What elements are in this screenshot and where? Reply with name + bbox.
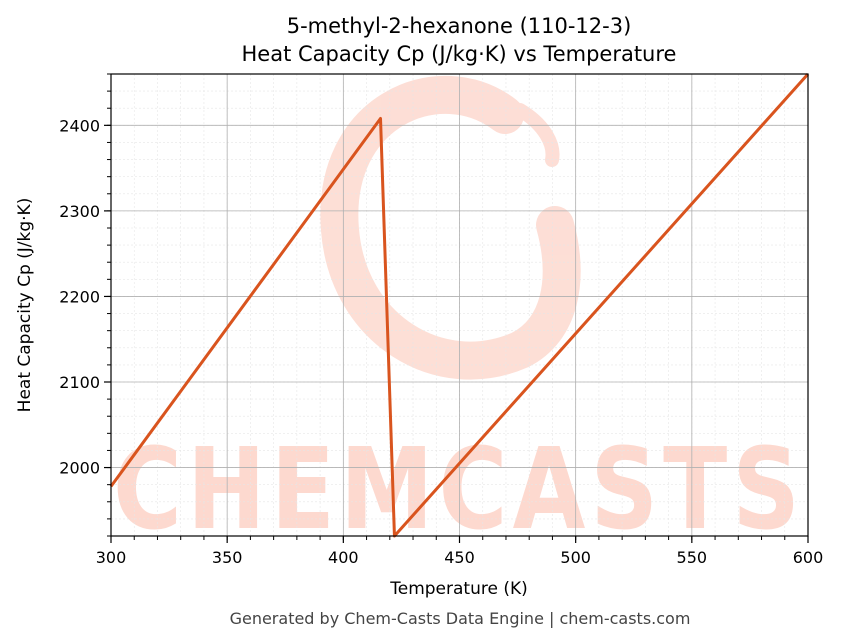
- watermark: CHEMCASTS: [113, 75, 799, 555]
- ticks: 300 350 400 450 500 550 600 2000 2100 2200 2300 240…: [59, 73, 824, 567]
- x-tick-label: 350: [212, 548, 243, 567]
- x-tick-label: 550: [677, 548, 708, 567]
- y-tick-label: 2400: [59, 116, 100, 135]
- y-tick-label: 2100: [59, 373, 100, 392]
- footer-credit: Generated by Chem-Casts Data Engine | ch…: [230, 609, 691, 628]
- x-tick-label: 300: [96, 548, 127, 567]
- y-tick-label: 2200: [59, 287, 100, 306]
- y-tick-label: 2000: [59, 459, 100, 478]
- series-line: [109, 72, 810, 538]
- y-axis-label: Heat Capacity Cp (J/kg·K): [15, 198, 35, 413]
- chart-title: 5-methyl-2-hexanone (110-12-3): [287, 14, 632, 38]
- y-tick-label: 2300: [59, 202, 100, 221]
- x-tick-label: 500: [560, 548, 591, 567]
- chart-subtitle: Heat Capacity Cp (J/kg·K) vs Temperature: [242, 42, 677, 66]
- x-tick-label: 400: [328, 548, 359, 567]
- x-tick-label: 600: [793, 548, 824, 567]
- x-tick-label: 450: [444, 548, 475, 567]
- x-axis-label: Temperature (K): [389, 579, 528, 599]
- series-layer: [109, 72, 810, 538]
